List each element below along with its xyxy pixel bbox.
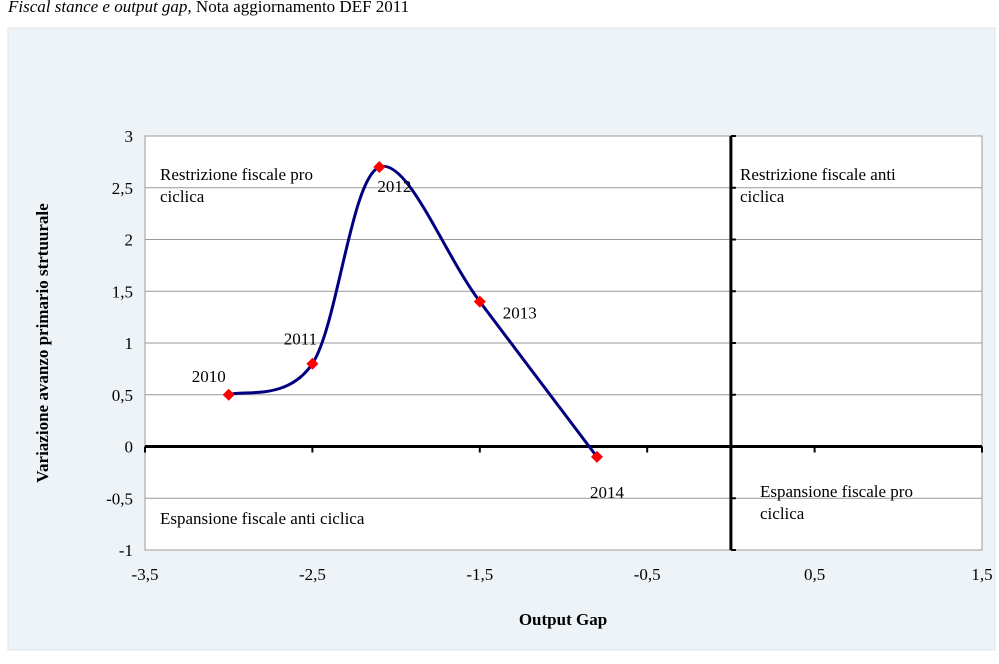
caption: Fiscal stance e output gap, Nota aggiorn… [7, 0, 409, 16]
y-tick-label: 2,5 [112, 179, 133, 198]
point-label: 2013 [503, 304, 537, 323]
y-tick-label: 2 [125, 231, 134, 250]
x-axis-title: Output Gap [519, 610, 607, 629]
x-tick-label: -0,5 [634, 565, 661, 584]
quadrant-label: Restrizione fiscale anti ciclica [740, 165, 896, 206]
marker [306, 357, 319, 370]
point-label: 2011 [284, 330, 317, 349]
marker [222, 388, 235, 401]
y-tick-label: 0 [125, 438, 134, 457]
y-tick-label: 1 [125, 334, 134, 353]
y-axis-title: Variazione avanzo primario strtuurale [33, 203, 52, 483]
caption-text: Nota aggiornamento DEF 2011 [196, 0, 409, 16]
marker [473, 295, 486, 308]
point-label: 2010 [192, 367, 226, 386]
x-tick-label: 0,5 [804, 565, 825, 584]
x-tick-label: -2,5 [299, 565, 326, 584]
x-tick-label: 1,5 [971, 565, 992, 584]
y-tick-label: 1,5 [112, 282, 133, 301]
marker [373, 161, 386, 174]
y-tick-label: 3 [125, 127, 134, 146]
x-tick-label: -1,5 [466, 565, 493, 584]
y-tick-label: -1 [119, 541, 133, 560]
point-label: 2012 [377, 177, 411, 196]
quadrant-label: Espansione fiscale anti ciclica [160, 509, 365, 528]
y-tick-label: 0,5 [112, 386, 133, 405]
quadrant-label: Espansione fiscale pro ciclica [760, 482, 913, 523]
caption-italic: Fiscal stance e output gap, [7, 0, 192, 16]
y-tick-label: -0,5 [106, 489, 133, 508]
point-label: 2014 [590, 483, 625, 502]
x-tick-label: -3,5 [132, 565, 159, 584]
marker [590, 450, 603, 463]
quadrant-label: Restrizione fiscale pro ciclica [160, 165, 313, 206]
